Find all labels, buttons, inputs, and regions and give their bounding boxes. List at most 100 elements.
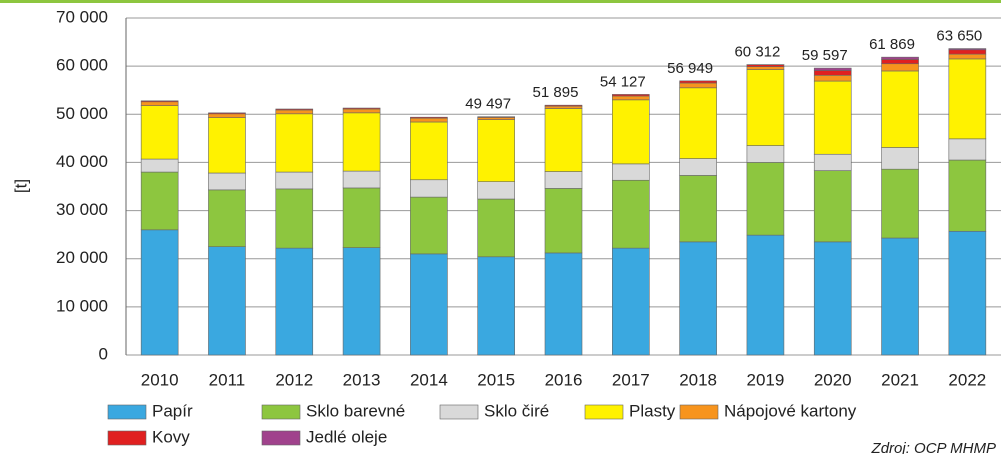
bar-segment [813, 241, 852, 356]
bar-segment [679, 175, 717, 243]
bar-segment [746, 162, 785, 236]
bar-segment [477, 116, 515, 118]
bar-segment [746, 145, 785, 163]
bar-segment [679, 87, 717, 159]
bar-segment [746, 234, 785, 356]
legend-swatch [107, 404, 147, 420]
bar-segment [208, 172, 246, 191]
total-label: 51 895 [533, 84, 579, 101]
y-tick-label: 30 000 [56, 200, 108, 219]
bar-segment [275, 247, 314, 356]
bar-segment [881, 63, 919, 72]
bar-segment [140, 158, 179, 173]
bar-segment [275, 108, 314, 111]
legend-label: Papír [152, 401, 193, 420]
bar-segment [746, 66, 785, 70]
source: Zdroj: OCP MHMP [871, 440, 996, 454]
bar-segment [544, 108, 583, 172]
bar-segment [679, 80, 717, 84]
bar-segment [612, 247, 650, 356]
x-tick-label: 2014 [410, 370, 448, 389]
bar-segment [208, 117, 246, 174]
bar-segment [948, 48, 987, 51]
x-tick-label: 2011 [209, 370, 246, 389]
x-tick-label: 2016 [545, 370, 583, 389]
bar-segment [208, 246, 246, 356]
bar-segment [948, 49, 987, 55]
bar-segment [679, 158, 717, 176]
bar-segment [410, 116, 448, 119]
y-tick-label: 40 000 [56, 152, 108, 171]
bar-segment [410, 196, 448, 255]
bar-segment [544, 105, 583, 109]
bar-segment [948, 53, 987, 60]
bar-segment [410, 117, 448, 123]
bar-segment [208, 189, 246, 247]
bar-segment [275, 109, 314, 115]
bar-segment [410, 179, 448, 198]
bar-segment [612, 179, 650, 249]
x-tick-label: 2015 [477, 370, 515, 389]
bar-segment [477, 117, 515, 120]
bar-segment [477, 256, 515, 356]
legend-swatch [261, 430, 301, 446]
bar-segment [275, 113, 314, 173]
bar-segment [948, 138, 987, 161]
bar-segment [275, 188, 314, 249]
bar-segment [208, 113, 246, 118]
bar-segment [612, 99, 650, 165]
x-tick-label: 2021 [881, 370, 919, 389]
legend-label: Jedlé oleje [306, 427, 387, 446]
bar-segment [544, 252, 583, 356]
legend-swatch [679, 404, 719, 420]
y-tick-label: 10 000 [56, 296, 108, 315]
bar-segment [612, 94, 650, 97]
bar-segment [746, 69, 785, 146]
bar-segment [544, 104, 583, 107]
bar-segment [140, 100, 179, 103]
bar-segment [612, 163, 650, 181]
bar-segment [948, 230, 987, 356]
bar-segment [813, 67, 852, 71]
bar-segment [544, 171, 583, 189]
y-tick-label: 50 000 [56, 104, 108, 123]
total-label: 56 949 [667, 60, 713, 77]
bar-segment [140, 105, 179, 160]
y-tick-label: 60 000 [56, 56, 108, 75]
y-tick-label: 70 000 [56, 7, 108, 26]
x-tick-label: 2010 [141, 370, 179, 389]
top-rule [0, 0, 1001, 3]
total-label: 49 497 [465, 96, 511, 113]
legend-swatch [261, 404, 301, 420]
bar-segment [612, 95, 650, 101]
bar-segment [477, 119, 515, 182]
bar-segment [881, 237, 919, 356]
bar-segment [881, 168, 919, 239]
bar-segment [342, 170, 381, 189]
bar-segment [410, 253, 448, 356]
total-label: 63 650 [936, 28, 982, 45]
bar-segment [140, 229, 179, 356]
y-axis-label: [t] [11, 179, 30, 193]
bar-segment [679, 241, 717, 356]
bar-segment [813, 74, 852, 82]
bar-segment [410, 121, 448, 181]
bar-segment [342, 107, 381, 110]
bar-segment [948, 159, 987, 232]
bar-segment [342, 247, 381, 356]
bar-segment [948, 58, 987, 140]
bar-segment [813, 153, 852, 171]
legend-swatch [584, 404, 624, 420]
bar-segment [477, 181, 515, 200]
bar-segment [544, 188, 583, 254]
x-tick-label: 2012 [275, 370, 313, 389]
bar-segment [140, 101, 179, 106]
legend-label: Plasty [629, 401, 676, 420]
legend-label: Nápojové kartony [724, 401, 857, 420]
legend-swatch [107, 430, 147, 446]
bar-segment [813, 70, 852, 76]
x-tick-label: 2013 [343, 370, 381, 389]
bar-segment [342, 112, 381, 172]
y-tick-label: 0 [99, 344, 108, 363]
